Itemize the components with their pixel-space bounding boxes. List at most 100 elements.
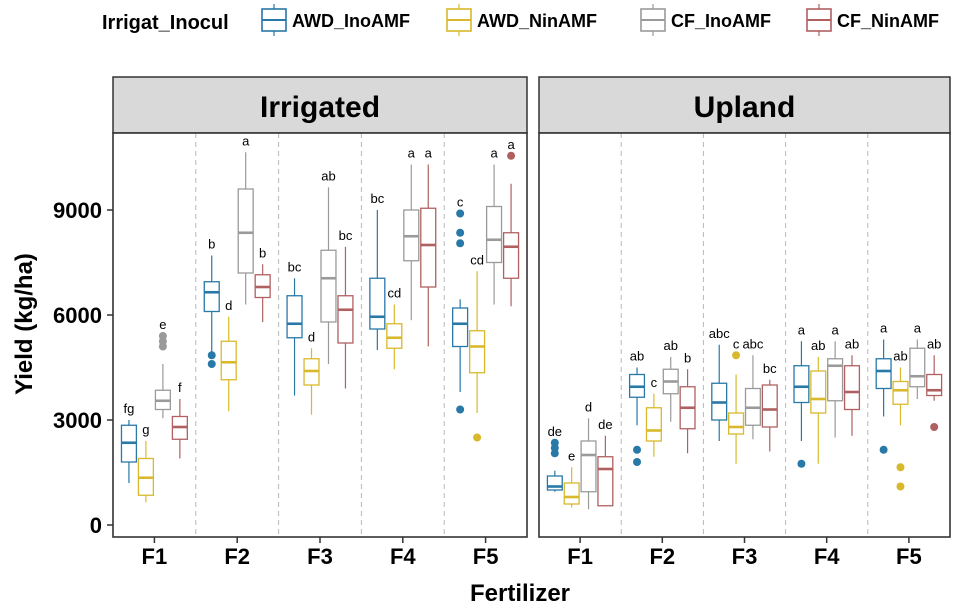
significance-letter: a bbox=[425, 146, 433, 161]
box-CF_InoAMF: ab bbox=[662, 338, 679, 422]
significance-letter: ab bbox=[811, 338, 825, 353]
box-AWD_NinAMF: ab bbox=[892, 349, 909, 491]
box-iqr bbox=[793, 365, 810, 404]
box-CF_NinAMF: bc bbox=[761, 361, 778, 452]
outlier-point bbox=[158, 332, 167, 340]
y-axis: 0 3000 6000 9000 bbox=[53, 198, 113, 538]
box-CF_NinAMF: a bbox=[502, 137, 520, 307]
outlier-point bbox=[732, 351, 741, 360]
box-AWD_NinAMF: c bbox=[645, 375, 662, 457]
box-AWD_InoAMF: de bbox=[546, 424, 563, 492]
box-iqr bbox=[909, 347, 926, 388]
significance-letter: b bbox=[684, 350, 691, 365]
box-CF_InoAMF: abc bbox=[742, 336, 764, 440]
panel-border bbox=[538, 132, 951, 538]
box-AWD_InoAMF: ab bbox=[628, 349, 646, 466]
legend-label: CF_InoAMF bbox=[671, 11, 771, 31]
legend-label: AWD_InoAMF bbox=[292, 11, 410, 31]
x-tick-label: F5 bbox=[473, 544, 499, 569]
facet-strip bbox=[112, 76, 528, 134]
box-iqr bbox=[563, 482, 580, 505]
significance-letter: a bbox=[408, 146, 416, 161]
outlier-point bbox=[456, 209, 465, 218]
outlier-point bbox=[207, 351, 216, 360]
box-AWD_InoAMF: a bbox=[875, 321, 892, 454]
significance-letter: bc bbox=[339, 228, 353, 243]
box-AWD_NinAMF: cd bbox=[386, 286, 403, 370]
box-iqr bbox=[320, 249, 337, 323]
box-CF_InoAMF: d bbox=[580, 399, 597, 510]
significance-letter: c bbox=[733, 336, 740, 351]
group-F3: F3 bc d ab bc bbox=[286, 168, 354, 569]
box-iqr bbox=[468, 330, 486, 374]
box-AWD_NinAMF: d bbox=[303, 329, 320, 415]
significance-letter: cd bbox=[470, 252, 484, 267]
significance-letter: g bbox=[142, 422, 149, 437]
significance-letter: c bbox=[457, 195, 464, 210]
box-iqr bbox=[761, 384, 778, 428]
significance-letter: ab bbox=[663, 338, 677, 353]
box-iqr bbox=[892, 380, 909, 405]
box-CF_InoAMF: a bbox=[237, 133, 254, 305]
box-CF_NinAMF: b bbox=[254, 245, 271, 322]
significance-letter: b bbox=[259, 245, 266, 260]
box-AWD_NinAMF: c bbox=[728, 336, 745, 464]
box-CF_NinAMF: bc bbox=[337, 228, 354, 389]
significance-letter: abc bbox=[742, 336, 763, 351]
outlier-point bbox=[456, 239, 465, 248]
x-tick-label: F3 bbox=[307, 544, 333, 569]
box-AWD_NinAMF: g bbox=[137, 422, 155, 503]
significance-letter: d bbox=[308, 329, 315, 344]
outlier-point bbox=[633, 445, 642, 454]
significance-letter: a bbox=[242, 133, 250, 148]
x-tick-label: F5 bbox=[896, 544, 922, 569]
outlier-point bbox=[896, 482, 905, 491]
box-CF_NinAMF: ab bbox=[926, 336, 943, 431]
box-CF_NinAMF: de bbox=[597, 417, 614, 507]
legend-item-AWD_NinAMF: AWD_NinAMF bbox=[446, 4, 597, 36]
group-F2: F2 b d a b bbox=[203, 133, 271, 569]
box-AWD_InoAMF: c bbox=[452, 195, 469, 414]
box-iqr bbox=[237, 188, 254, 274]
box-CF_NinAMF: f bbox=[171, 380, 188, 459]
significance-letter: ab bbox=[893, 349, 907, 364]
box-iqr bbox=[203, 281, 220, 313]
box-CF_NinAMF: a bbox=[420, 146, 437, 347]
x-tick-label: F1 bbox=[142, 544, 168, 569]
y-tick-label: 0 bbox=[90, 513, 102, 538]
box-iqr bbox=[452, 307, 469, 348]
x-tick-label: F3 bbox=[732, 544, 758, 569]
x-tick-label: F4 bbox=[390, 544, 416, 569]
group-F5: F5 c cd aa bbox=[452, 137, 520, 569]
box-AWD_InoAMF: fg bbox=[120, 401, 138, 483]
box-iqr bbox=[810, 370, 827, 414]
legend-item-CF_NinAMF: CF_NinAMF bbox=[806, 4, 939, 36]
box-iqr bbox=[728, 412, 745, 435]
facet-strip bbox=[538, 76, 951, 134]
box-AWD_NinAMF: ab bbox=[810, 338, 827, 464]
significance-letter: ab bbox=[630, 349, 644, 364]
legend-label: AWD_NinAMF bbox=[477, 11, 597, 31]
box-iqr bbox=[827, 358, 844, 402]
significance-letter: ab bbox=[321, 168, 335, 183]
outlier-point bbox=[797, 459, 806, 468]
significance-letter: e bbox=[159, 317, 166, 332]
outlier-point bbox=[456, 405, 465, 414]
box-iqr bbox=[337, 295, 354, 344]
box-iqr bbox=[502, 232, 520, 279]
significance-letter: b bbox=[208, 237, 215, 252]
significance-letter: a bbox=[507, 137, 515, 152]
outlier-point bbox=[633, 458, 642, 466]
box-iqr bbox=[485, 205, 503, 264]
significance-letter: cd bbox=[387, 286, 401, 301]
significance-letter: a bbox=[798, 322, 806, 337]
box-AWD_InoAMF: abc bbox=[709, 326, 730, 441]
facet-strip-label: Upland bbox=[694, 91, 796, 124]
legend-label: CF_NinAMF bbox=[837, 11, 939, 31]
